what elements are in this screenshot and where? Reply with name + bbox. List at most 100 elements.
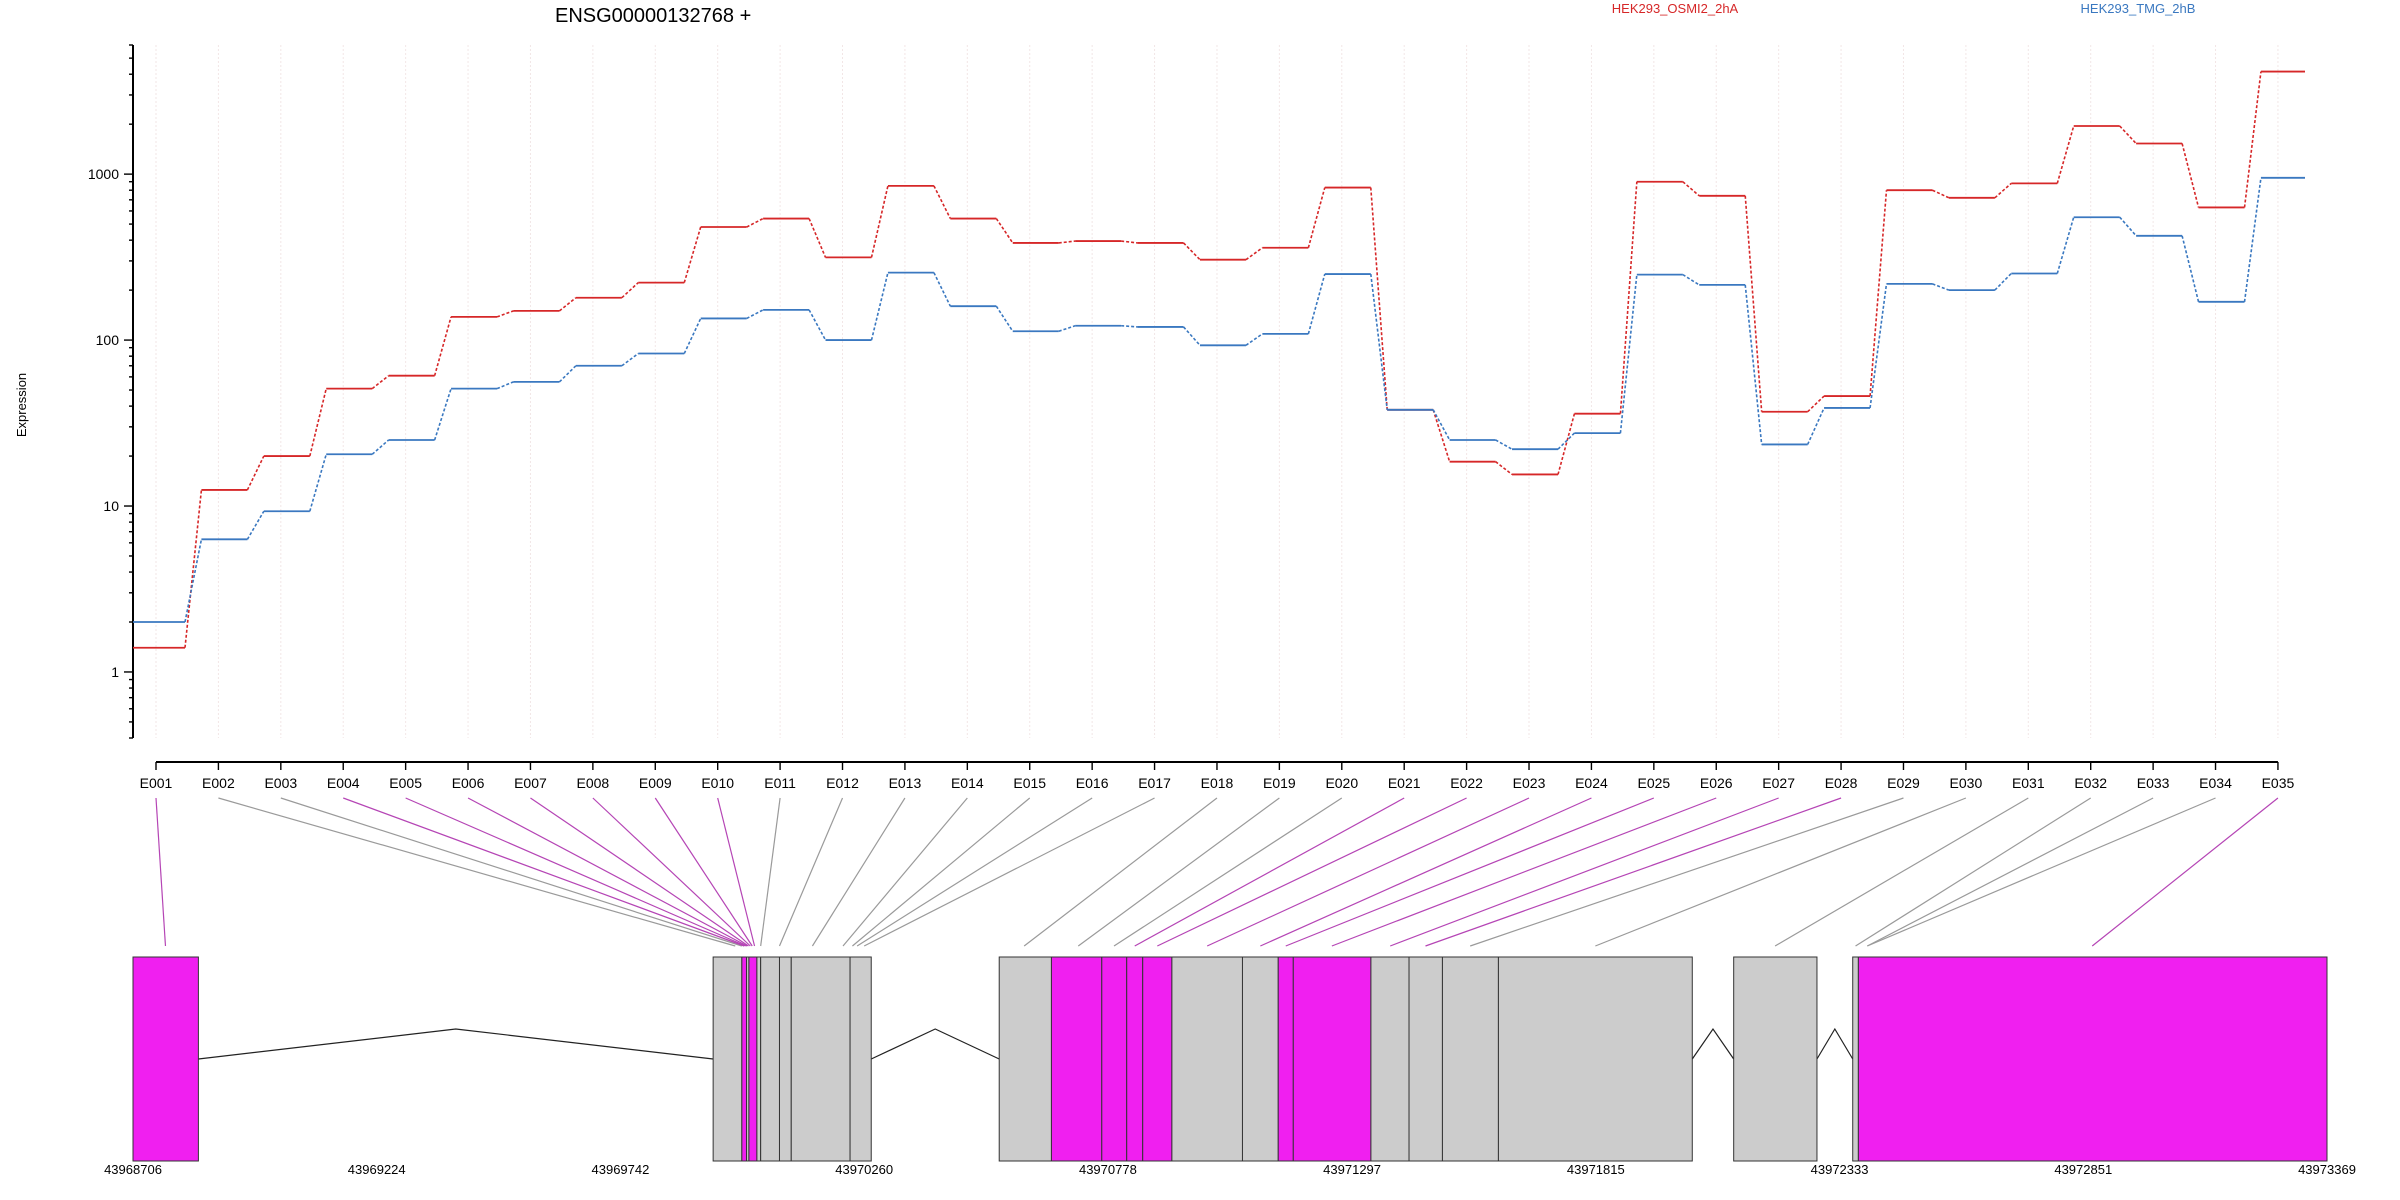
exon-block-highlighted bbox=[1126, 956, 1144, 1162]
series-connector bbox=[433, 388, 452, 441]
genomic-tick-label: 43969742 bbox=[592, 1162, 650, 1177]
x-tick-label: E029 bbox=[1887, 775, 1920, 791]
genomic-tick-label: 43970778 bbox=[1079, 1162, 1137, 1177]
bin-connector bbox=[1157, 797, 1467, 947]
x-tick-label: E025 bbox=[1637, 775, 1670, 791]
series-connector bbox=[184, 489, 203, 648]
x-tick-label: E005 bbox=[389, 775, 422, 791]
series-connector bbox=[746, 217, 764, 228]
x-tick-label: E034 bbox=[2199, 775, 2232, 791]
bin-connector bbox=[1867, 797, 2154, 947]
series-connector bbox=[1994, 272, 2012, 291]
series-connector bbox=[1432, 409, 1451, 462]
genomic-tick-label: 43971815 bbox=[1567, 1162, 1625, 1177]
series-connector bbox=[558, 365, 577, 383]
x-tick-label: E002 bbox=[202, 775, 235, 791]
bin-connector bbox=[343, 797, 745, 947]
exon-block-highlighted bbox=[1101, 956, 1128, 1162]
vertical-grid bbox=[155, 45, 2279, 738]
exon-block bbox=[1497, 956, 1693, 1162]
y-axis: 1 10 100 1000 bbox=[88, 44, 134, 739]
bin-connector bbox=[592, 797, 751, 947]
series-connector bbox=[2056, 216, 2075, 274]
series-connector bbox=[1869, 283, 1888, 409]
x-tick-label: E031 bbox=[2012, 775, 2045, 791]
bin-connector bbox=[778, 797, 844, 947]
series-connector bbox=[808, 309, 827, 341]
series-connector bbox=[1806, 407, 1825, 445]
series-connector bbox=[621, 282, 639, 299]
x-tick-label: E027 bbox=[1762, 775, 1795, 791]
series-connector bbox=[2119, 216, 2137, 237]
series-connector bbox=[2181, 143, 2200, 208]
x-tick-label: E004 bbox=[327, 775, 360, 791]
genomic-tick-label: 43971297 bbox=[1323, 1162, 1381, 1177]
bin-connector bbox=[2091, 797, 2279, 947]
bin-connector bbox=[155, 797, 167, 947]
series-connector bbox=[496, 310, 514, 318]
series-connector bbox=[1182, 326, 1201, 346]
series-connector bbox=[1744, 284, 1763, 445]
x-tick-label: E022 bbox=[1450, 775, 1483, 791]
exon-block bbox=[1171, 956, 1243, 1162]
bin-connector bbox=[1867, 797, 2216, 947]
exon-block bbox=[1370, 956, 1410, 1162]
exon-block bbox=[1852, 956, 1859, 1162]
x-tick-label: E010 bbox=[701, 775, 734, 791]
exon-block bbox=[790, 956, 851, 1162]
series-connector bbox=[1994, 182, 2012, 199]
y-tick-label: 100 bbox=[96, 332, 120, 348]
series-connector bbox=[1619, 274, 1638, 434]
y-tick-label: 10 bbox=[103, 498, 119, 514]
x-tick-label: E024 bbox=[1575, 775, 1608, 791]
intron-line bbox=[870, 1028, 1000, 1060]
series-connector bbox=[683, 226, 702, 283]
legend-series-1: HEK293_OSMI2_2hA bbox=[1612, 1, 1739, 16]
series-connector bbox=[808, 218, 827, 258]
series-connector bbox=[2181, 235, 2200, 303]
series-connector bbox=[1369, 273, 1388, 410]
intron-line bbox=[1691, 1027, 1735, 1060]
bin-connector bbox=[654, 797, 753, 947]
series-connector bbox=[371, 375, 390, 390]
x-tick-label: E028 bbox=[1825, 775, 1858, 791]
series-connector bbox=[1245, 247, 1263, 261]
x-tick-label: E013 bbox=[889, 775, 922, 791]
series-connector bbox=[870, 272, 889, 341]
exon-block bbox=[849, 956, 872, 1162]
series-connector bbox=[995, 305, 1014, 332]
x-tick-label: E001 bbox=[140, 775, 173, 791]
bin-connector bbox=[1285, 797, 1655, 947]
x-tick-label: E014 bbox=[951, 775, 984, 791]
series-connector bbox=[1807, 395, 1825, 413]
bin-connector bbox=[760, 797, 781, 947]
bin-connector bbox=[530, 797, 749, 947]
series-connector bbox=[1121, 324, 1138, 328]
series-connector bbox=[1495, 461, 1513, 476]
exon-block bbox=[756, 956, 762, 1162]
genomic-tick-label: 43972851 bbox=[2054, 1162, 2112, 1177]
series-connector bbox=[1307, 273, 1326, 335]
x-tick-label: E006 bbox=[452, 775, 485, 791]
chart-title: ENSG00000132768 + bbox=[555, 5, 751, 27]
bin-connector bbox=[811, 797, 906, 947]
exon-block-highlighted bbox=[132, 956, 199, 1162]
bin-connector bbox=[1425, 797, 1842, 947]
series-connector bbox=[1432, 409, 1451, 441]
bin-connector bbox=[1855, 797, 2092, 947]
exon-block-highlighted bbox=[741, 956, 748, 1162]
series-connector bbox=[371, 439, 390, 455]
series-connector bbox=[1245, 333, 1263, 346]
x-axis: E001 E002 E003 E004 E005 E006 E007 E008 E009 E010… bbox=[140, 761, 2295, 791]
bin-connector bbox=[1470, 797, 1904, 947]
x-tick-label: E035 bbox=[2262, 775, 2295, 791]
bin-connector bbox=[1389, 797, 1779, 947]
series-connector bbox=[1619, 181, 1638, 414]
bin-connector bbox=[1595, 797, 1967, 947]
series-connector bbox=[1182, 242, 1201, 261]
x-tick-label: E030 bbox=[1950, 775, 1983, 791]
legend-series-2: HEK293_TMG_2hB bbox=[2081, 1, 2196, 16]
series-connector bbox=[1557, 413, 1576, 475]
series-connector bbox=[1682, 181, 1700, 197]
